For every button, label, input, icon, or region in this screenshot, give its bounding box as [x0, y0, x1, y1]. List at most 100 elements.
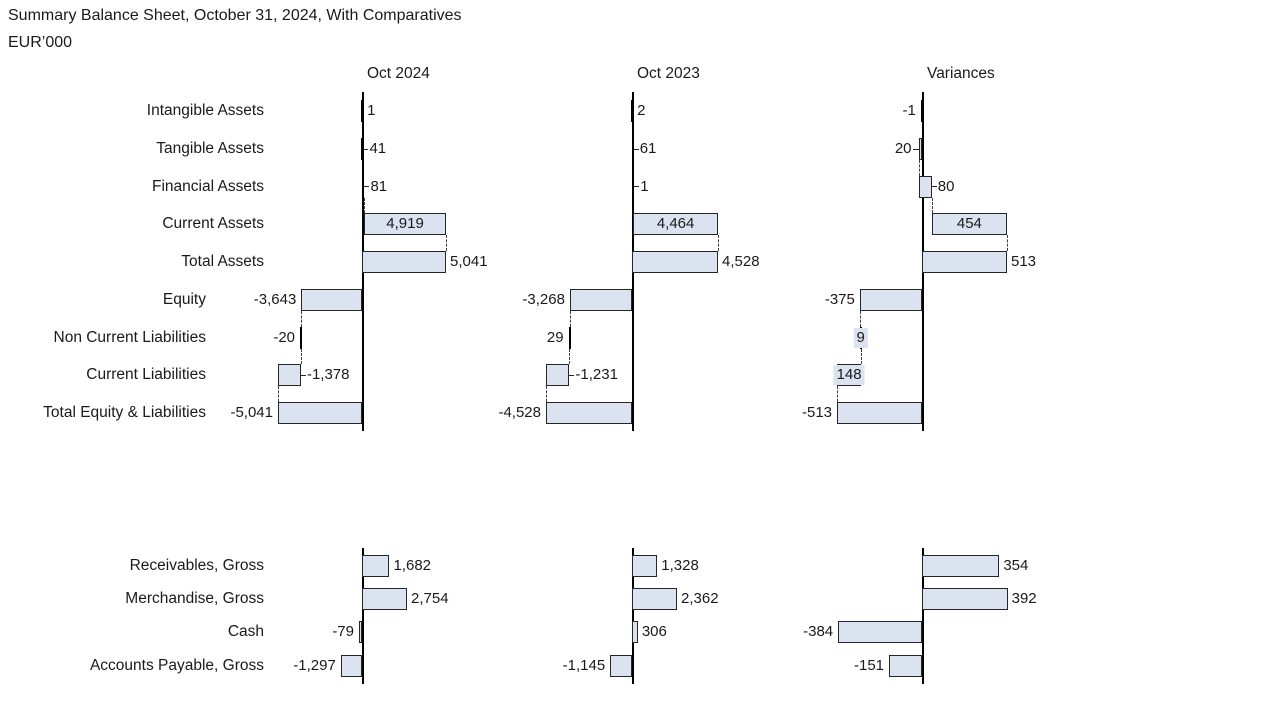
waterfall-connector — [1006, 235, 1008, 252]
category-label: Tangible Assets — [156, 140, 264, 158]
category-label: Receivables, Gross — [129, 557, 264, 574]
waterfall-connector — [569, 348, 571, 365]
bar-tick — [360, 100, 364, 123]
waterfall-connector — [836, 386, 838, 403]
waterfall-connector — [277, 386, 279, 403]
bar-segment — [362, 588, 407, 611]
waterfall-connector — [633, 160, 635, 176]
bar-segment — [918, 175, 932, 198]
waterfall-connector — [633, 197, 635, 214]
category-label: Total Equity & Liabilities — [43, 404, 206, 422]
waterfall-connector — [364, 197, 366, 214]
bar-segment — [632, 621, 638, 644]
bar-tick — [920, 100, 923, 123]
report-title: Summary Balance Sheet, October 31, 2024,… — [8, 7, 462, 24]
bar-segment — [359, 621, 362, 644]
bar-tick — [631, 138, 634, 161]
category-label: Merchandise, Gross — [125, 590, 264, 608]
value-label: -3,268 — [522, 290, 565, 308]
bar-tick — [362, 175, 365, 198]
bar-segment — [632, 588, 677, 611]
value-label: -1 — [902, 102, 916, 120]
bar-tick — [630, 100, 634, 123]
value-label: 4,919 — [386, 215, 424, 233]
column-header-oct-2023: Oct 2023 — [637, 65, 700, 82]
value-label: -384 — [803, 623, 834, 641]
value-label: -1,231 — [575, 366, 618, 384]
waterfall-connector — [718, 235, 719, 252]
bar-segment — [569, 288, 632, 311]
waterfall-connector — [446, 235, 448, 252]
value-label: -4,528 — [498, 404, 541, 422]
axis-line — [362, 548, 364, 684]
column-header-oct-2024: Oct 2024 — [367, 65, 430, 82]
bar-segment — [922, 588, 1008, 611]
value-label: -20 — [273, 328, 296, 346]
value-label: -375 — [824, 290, 855, 308]
value-label: 2 — [637, 102, 646, 120]
value-label: 29 — [546, 328, 564, 346]
bar-segment — [859, 288, 922, 311]
value-label: 80 — [937, 177, 955, 195]
category-label: Accounts Payable, Gross — [89, 656, 264, 674]
bar-segment — [545, 402, 632, 425]
value-label: 392 — [1011, 590, 1037, 608]
category-label: Equity — [162, 290, 206, 308]
bar-tick — [361, 138, 364, 161]
bar-tick — [568, 326, 571, 349]
category-label: Current Assets — [162, 215, 264, 233]
value-label: -151 — [854, 656, 885, 674]
bar-tick — [632, 175, 635, 198]
column-header-variances: Variances — [927, 65, 995, 82]
value-label: 1,682 — [393, 557, 432, 574]
bar-segment — [838, 621, 922, 644]
bar-segment — [362, 555, 390, 577]
category-label: Non Current Liabilities — [53, 328, 207, 346]
leader-line — [363, 148, 369, 150]
value-label: -513 — [801, 404, 833, 422]
bar-segment — [931, 213, 1007, 236]
value-label: 20 — [894, 140, 912, 158]
leader-line — [569, 374, 575, 376]
leader-line — [931, 186, 937, 188]
value-label: 1 — [640, 177, 649, 195]
bar-segment — [889, 654, 922, 677]
category-label: Financial Assets — [152, 177, 264, 195]
category-label: Cash — [227, 623, 264, 641]
bar-segment — [922, 555, 1000, 577]
category-label: Intangible Assets — [146, 102, 264, 120]
leader-line — [912, 148, 919, 150]
bar-segment — [301, 288, 362, 311]
bar-segment — [837, 402, 922, 425]
value-label: 41 — [369, 140, 387, 158]
report-units-label: EUR’000 — [8, 34, 73, 51]
bar-tick — [300, 326, 303, 349]
value-label-chip: 9 — [853, 327, 868, 348]
leader-line — [633, 148, 639, 150]
leader-line — [364, 186, 370, 188]
bar-segment — [632, 251, 718, 274]
value-label: -1,297 — [293, 656, 336, 674]
bar-segment — [340, 654, 362, 677]
bar-segment — [545, 364, 570, 387]
waterfall-connector — [300, 348, 302, 365]
value-label: -1,378 — [306, 366, 350, 384]
value-label: 2,754 — [411, 590, 449, 608]
value-label: 1,328 — [661, 557, 699, 574]
value-label: 4,528 — [722, 253, 760, 271]
value-label: 1 — [367, 102, 376, 120]
bar-segment — [277, 402, 362, 425]
value-label: -79 — [332, 623, 354, 641]
bar-segment — [277, 364, 301, 387]
value-label: -5,041 — [230, 404, 273, 422]
value-label: 454 — [956, 215, 982, 233]
waterfall-connector — [861, 348, 863, 365]
value-label: 5,041 — [450, 253, 488, 271]
bar-segment — [364, 213, 447, 236]
value-label: 2,362 — [681, 590, 719, 608]
bar-segment — [633, 213, 718, 236]
waterfall-connector — [569, 310, 571, 327]
value-label: -1,145 — [562, 656, 606, 674]
waterfall-connector — [301, 310, 303, 327]
